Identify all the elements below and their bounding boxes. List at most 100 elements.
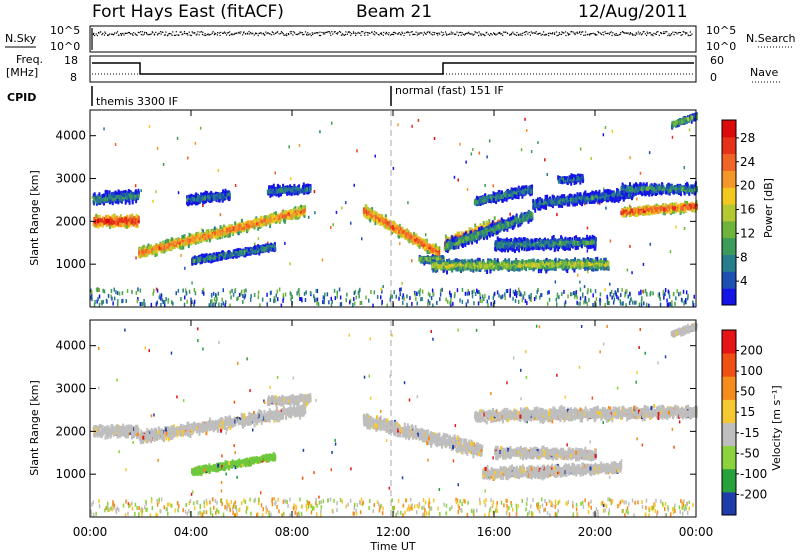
- noise-point: [608, 33, 610, 35]
- noise-point: [103, 34, 106, 36]
- echo-cell: [153, 246, 156, 251]
- noise-point: [644, 33, 646, 35]
- echo-cell: [228, 229, 231, 234]
- scatter-cell: [194, 141, 197, 145]
- noise-point: [225, 34, 228, 36]
- noise-point: [436, 32, 438, 34]
- scatter-cell: [274, 171, 276, 175]
- noise-point: [181, 34, 183, 36]
- noise-point: [350, 34, 352, 36]
- noise-panel-frame: [89, 25, 697, 53]
- echo-cell: [415, 233, 418, 238]
- echo-cell: [276, 214, 279, 219]
- echo-cell: [186, 198, 189, 202]
- ground-scatter-cell: [461, 287, 464, 292]
- noise-point: [349, 32, 351, 34]
- echo-cell: [411, 241, 414, 246]
- ground-scatter-cell: [299, 297, 301, 301]
- noise-point: [111, 33, 113, 35]
- ground-scatter-cell: [467, 289, 469, 293]
- scatter-cell: [187, 156, 189, 160]
- ground-scatter-cell: [398, 296, 400, 301]
- echo-cell: [297, 187, 300, 192]
- noise-point: [178, 34, 180, 36]
- noise-point: [197, 31, 199, 33]
- noise-point: [687, 34, 689, 36]
- noise-point: [157, 33, 159, 35]
- ground-scatter-cell: [298, 287, 300, 292]
- echo-cell: [259, 249, 262, 254]
- echo-cell: [309, 186, 311, 191]
- echo-cell: [113, 220, 116, 225]
- ground-scatter-cell: [353, 297, 355, 302]
- echo-cell: [381, 221, 384, 226]
- scatter-cell: [590, 157, 592, 160]
- ground-scatter-cell: [393, 290, 395, 295]
- noise-point: [347, 31, 349, 33]
- ground-scatter-cell: [629, 298, 632, 303]
- echo-cell: [200, 235, 203, 240]
- noise-point: [619, 33, 621, 35]
- echo-cell: [126, 215, 129, 220]
- noise-point: [437, 34, 439, 36]
- echo-cell: [421, 259, 424, 264]
- ground-scatter-cell: [466, 291, 469, 296]
- ground-scatter-cell: [632, 300, 634, 305]
- ground-scatter-cell: [193, 299, 196, 304]
- echo-cell: [204, 193, 207, 198]
- noise-point: [413, 33, 415, 35]
- noise-point: [592, 32, 594, 34]
- ground-scatter-cell: [230, 295, 232, 300]
- ground-scatter-cell: [473, 301, 475, 306]
- ground-scatter-cell: [156, 300, 158, 305]
- scatter-cell: [417, 118, 420, 122]
- echo-cell: [493, 216, 496, 221]
- echo-cell: [302, 205, 305, 210]
- ground-scatter-cell: [290, 292, 292, 297]
- ground-scatter-cell: [512, 296, 514, 301]
- echo-cell: [241, 225, 244, 230]
- noise-point: [156, 34, 159, 36]
- ground-scatter-cell: [303, 291, 306, 296]
- echo-cell: [391, 222, 394, 227]
- echo-cell: [291, 213, 294, 218]
- echo-cell: [108, 190, 111, 195]
- noise-point: [367, 32, 369, 34]
- echo-cell: [134, 190, 137, 195]
- echo-cell: [427, 243, 430, 248]
- noise-point: [249, 33, 251, 35]
- ground-scatter-cell: [461, 299, 464, 304]
- echo-cell: [270, 189, 273, 194]
- noise-point: [255, 32, 257, 34]
- noise-point: [315, 32, 317, 34]
- scatter-cell: [675, 225, 677, 229]
- noise-point: [102, 32, 104, 35]
- ground-scatter-cell: [487, 303, 489, 308]
- noise-point: [286, 35, 288, 37]
- ground-scatter-cell: [339, 295, 342, 300]
- noise-point: [233, 33, 235, 35]
- ground-scatter-cell: [609, 292, 612, 296]
- echo-cell: [266, 245, 269, 250]
- noise-point: [675, 32, 677, 34]
- echo-cell: [191, 261, 194, 266]
- echo-cell: [427, 247, 430, 252]
- noise-point: [368, 32, 370, 34]
- echo-cell: [207, 234, 210, 239]
- scatter-cell: [217, 168, 220, 172]
- ground-scatter-cell: [113, 287, 115, 292]
- noise-point: [284, 34, 286, 36]
- noise-point: [452, 32, 454, 34]
- echo-cell: [434, 243, 437, 248]
- echo-cell: [129, 194, 132, 199]
- ground-scatter-cell: [659, 297, 661, 302]
- echo-cell: [300, 188, 303, 193]
- ground-scatter-cell: [484, 293, 486, 298]
- ground-scatter-cell: [162, 300, 164, 304]
- noise-point: [251, 33, 253, 35]
- echo-cell: [230, 228, 233, 233]
- noise-point: [546, 34, 548, 36]
- echo-cell: [101, 216, 104, 221]
- scatter-cell: [330, 226, 332, 229]
- noise-point: [605, 32, 607, 35]
